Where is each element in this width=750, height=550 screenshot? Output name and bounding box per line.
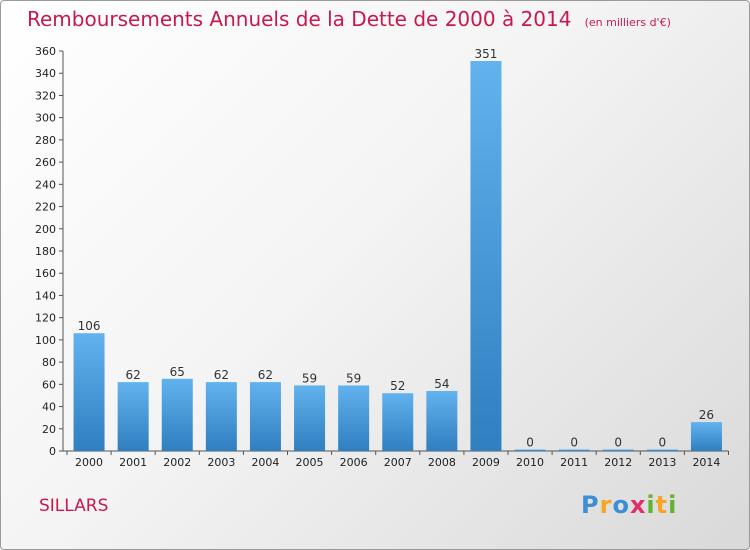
bar-2000 <box>73 333 105 451</box>
logo-letter: i <box>668 491 678 519</box>
data-label-2010: 0 <box>526 436 534 450</box>
data-label-2011: 0 <box>570 436 578 450</box>
bars <box>73 61 722 451</box>
data-labels: 106 62 65 62 62 59 59 52 54 351 0 0 0 0 26 <box>78 47 714 450</box>
y-tick-label: 200 <box>35 223 56 236</box>
y-tick-label: 140 <box>35 289 56 302</box>
y-tick-label: 40 <box>42 401 56 414</box>
x-tick-label: 2010 <box>516 456 544 469</box>
x-tick-label: 2004 <box>251 456 279 469</box>
y-tick-label: 300 <box>35 112 56 125</box>
data-label-2006: 59 <box>346 371 361 385</box>
logo-letter: t <box>655 491 669 519</box>
data-label-2009: 351 <box>474 47 497 61</box>
bar-2002 <box>161 378 193 451</box>
y-tick-label: 80 <box>42 356 56 369</box>
x-tick-label: 2000 <box>75 456 103 469</box>
logo-letter: o <box>612 491 630 519</box>
data-label-2000: 106 <box>78 319 101 333</box>
bar-2004 <box>249 382 281 451</box>
bar-2008 <box>426 391 458 451</box>
x-tick-label: 2012 <box>604 456 632 469</box>
bar-2010 <box>514 449 546 451</box>
y-tick-label: 220 <box>35 201 56 214</box>
y-tick-label: 340 <box>35 67 56 80</box>
y-tick-label: 60 <box>42 378 56 391</box>
data-label-2007: 52 <box>390 379 405 393</box>
y-tick-label: 240 <box>35 178 56 191</box>
x-tick-label: 2011 <box>560 456 588 469</box>
x-tick-label: 2002 <box>163 456 191 469</box>
x-tick-label: 2006 <box>340 456 368 469</box>
y-tick-label: 360 <box>35 45 56 58</box>
x-tick-label: 2009 <box>472 456 500 469</box>
data-label-2008: 54 <box>434 377 449 391</box>
chart-unit: (en milliers d'€) <box>584 16 671 29</box>
logo-letter: r <box>599 491 613 519</box>
x-axis: 2000 2001 2002 2003 2004 2005 2006 2007 2008 2009… <box>63 450 729 469</box>
data-label-2004: 62 <box>258 368 273 382</box>
logo-letter: P <box>581 491 600 519</box>
data-label-2013: 0 <box>659 436 667 450</box>
x-tick-label: 2001 <box>119 456 147 469</box>
bar-2007 <box>382 393 414 451</box>
data-label-2002: 65 <box>170 365 185 379</box>
data-label-2001: 62 <box>126 368 141 382</box>
logo-letter: i <box>646 491 656 519</box>
data-label-2014: 26 <box>699 408 714 422</box>
y-tick-label: 120 <box>35 312 56 325</box>
x-tick-label: 2005 <box>296 456 324 469</box>
logo-letter: x <box>629 491 647 519</box>
title-block: Remboursements Annuels de la Dette de 20… <box>27 7 671 31</box>
bar-2001 <box>117 382 149 451</box>
data-label-2005: 59 <box>302 371 317 385</box>
data-label-2003: 62 <box>214 368 229 382</box>
x-tick-label: 2008 <box>428 456 456 469</box>
y-tick-label: 280 <box>35 134 56 147</box>
bar-2014 <box>690 422 722 451</box>
bar-2003 <box>205 382 237 451</box>
y-tick-label: 100 <box>35 334 56 347</box>
x-tick-label: 2007 <box>384 456 412 469</box>
y-axis: 0 20 40 60 80 100 120 140 160 180 200 220 240 260 280 3… <box>35 45 64 458</box>
bar-2005 <box>294 385 326 451</box>
bar-2012 <box>602 449 634 451</box>
y-tick-label: 260 <box>35 156 56 169</box>
bar-2009 <box>470 61 502 451</box>
x-tick-label: 2003 <box>207 456 235 469</box>
x-tick-label: 2013 <box>648 456 676 469</box>
y-tick-label: 0 <box>49 445 56 458</box>
chart-title: Remboursements Annuels de la Dette de 20… <box>27 7 572 31</box>
bar-2013 <box>646 449 678 451</box>
bar-2006 <box>338 385 370 451</box>
y-tick-label: 320 <box>35 89 56 102</box>
data-label-2012: 0 <box>614 436 622 450</box>
x-tick-label: 2014 <box>692 456 720 469</box>
y-tick-label: 160 <box>35 267 56 280</box>
proxiti-logo[interactable]: Proxiti <box>581 491 677 519</box>
bar-2011 <box>558 449 590 451</box>
y-tick-label: 20 <box>42 423 56 436</box>
y-tick-label: 180 <box>35 245 56 258</box>
city-name: SILLARS <box>39 496 109 516</box>
